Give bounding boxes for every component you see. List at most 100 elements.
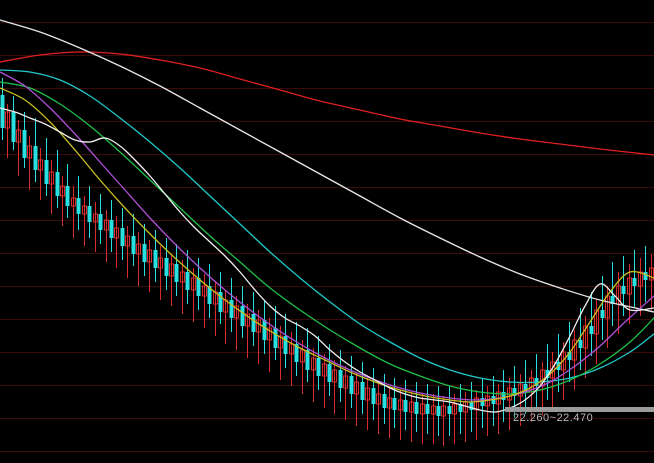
candlestick — [38, 148, 43, 200]
candle-body — [185, 272, 190, 290]
candle-body — [104, 219, 109, 231]
candlestick — [572, 330, 577, 390]
candle-body — [93, 213, 98, 223]
candlestick — [245, 304, 250, 358]
candle-body — [523, 384, 528, 392]
candle-body — [316, 358, 321, 376]
candle-body — [392, 398, 397, 410]
candlestick — [332, 360, 337, 414]
candle-body — [125, 235, 130, 247]
candlestick — [431, 394, 436, 444]
cursor-horizontal-marker[interactable] — [505, 407, 654, 412]
candlestick — [294, 322, 299, 376]
candle-body — [420, 403, 425, 415]
moving-average-line — [0, 71, 654, 401]
candle-body — [474, 397, 479, 411]
candle-body — [153, 250, 158, 268]
candlestick — [311, 348, 316, 402]
candle-body — [98, 214, 103, 230]
candle-body — [191, 277, 196, 291]
candle-body — [44, 160, 49, 184]
candle-body — [273, 328, 278, 348]
candle-body — [431, 405, 436, 415]
candlestick — [523, 360, 528, 414]
candle-body — [414, 402, 419, 414]
candle-body — [283, 336, 288, 354]
candlestick — [458, 384, 463, 434]
candle-body — [11, 112, 16, 142]
candle-body — [610, 296, 615, 304]
candlestick — [322, 354, 327, 408]
candle-body — [33, 146, 38, 170]
candle-body — [365, 387, 370, 401]
candlestick — [169, 254, 174, 306]
candle-body — [55, 172, 60, 196]
candlestick — [387, 388, 392, 438]
candle-body — [572, 339, 577, 361]
candle-body — [82, 205, 87, 215]
candlestick — [632, 250, 637, 308]
candlestick — [561, 342, 566, 400]
candlestick — [403, 380, 408, 430]
candlestick — [414, 382, 419, 432]
candle-body — [120, 228, 125, 246]
candle-body — [332, 369, 337, 383]
candle-body — [387, 397, 392, 409]
candle-body — [251, 314, 256, 332]
candle-body — [180, 271, 185, 283]
candlestick — [578, 308, 583, 370]
candlestick — [425, 384, 430, 434]
candle-body — [158, 257, 163, 269]
candlestick — [365, 378, 370, 430]
candlestick — [583, 316, 588, 378]
candle-body — [469, 402, 474, 410]
candlestick — [354, 372, 359, 426]
candle-body — [327, 364, 332, 382]
candle-body — [360, 382, 365, 400]
candle-body — [398, 399, 403, 411]
candle-body — [338, 370, 343, 388]
candlestick — [114, 216, 119, 268]
candle-body — [60, 185, 65, 197]
moving-average-line — [0, 81, 654, 395]
candle-body — [142, 244, 147, 262]
candle-body — [409, 401, 414, 413]
candlestick — [627, 264, 632, 324]
candle-body — [218, 292, 223, 312]
candle-body — [567, 352, 572, 360]
candle-body — [452, 403, 457, 415]
candlestick — [104, 210, 109, 262]
candle-body — [382, 394, 387, 408]
candle-body — [480, 398, 485, 406]
candle-body — [425, 404, 430, 414]
candlestick — [164, 238, 169, 290]
candlestick — [158, 246, 163, 300]
candle-body — [583, 325, 588, 349]
candle-body — [632, 278, 637, 286]
candle-body — [600, 310, 605, 318]
candle-body — [349, 376, 354, 394]
candlestick — [55, 150, 60, 208]
candle-body — [594, 309, 599, 335]
candle-body — [65, 186, 70, 206]
candlestick — [207, 264, 212, 318]
candlestick — [76, 176, 81, 230]
candle-body — [207, 286, 212, 304]
candlestick — [349, 356, 354, 408]
candlestick — [436, 386, 441, 436]
candlestick — [71, 186, 76, 238]
moving-average-line — [0, 107, 654, 413]
candle-body — [49, 171, 54, 185]
candlestick — [87, 186, 92, 238]
candlestick — [240, 286, 245, 338]
candle-body — [627, 277, 632, 295]
candle-body — [256, 319, 261, 333]
candle-body — [518, 383, 523, 397]
candlestick — [480, 378, 485, 428]
candle-body — [240, 306, 245, 326]
candlestick — [441, 396, 446, 446]
candlestick — [218, 272, 223, 324]
candle-body — [343, 375, 348, 389]
